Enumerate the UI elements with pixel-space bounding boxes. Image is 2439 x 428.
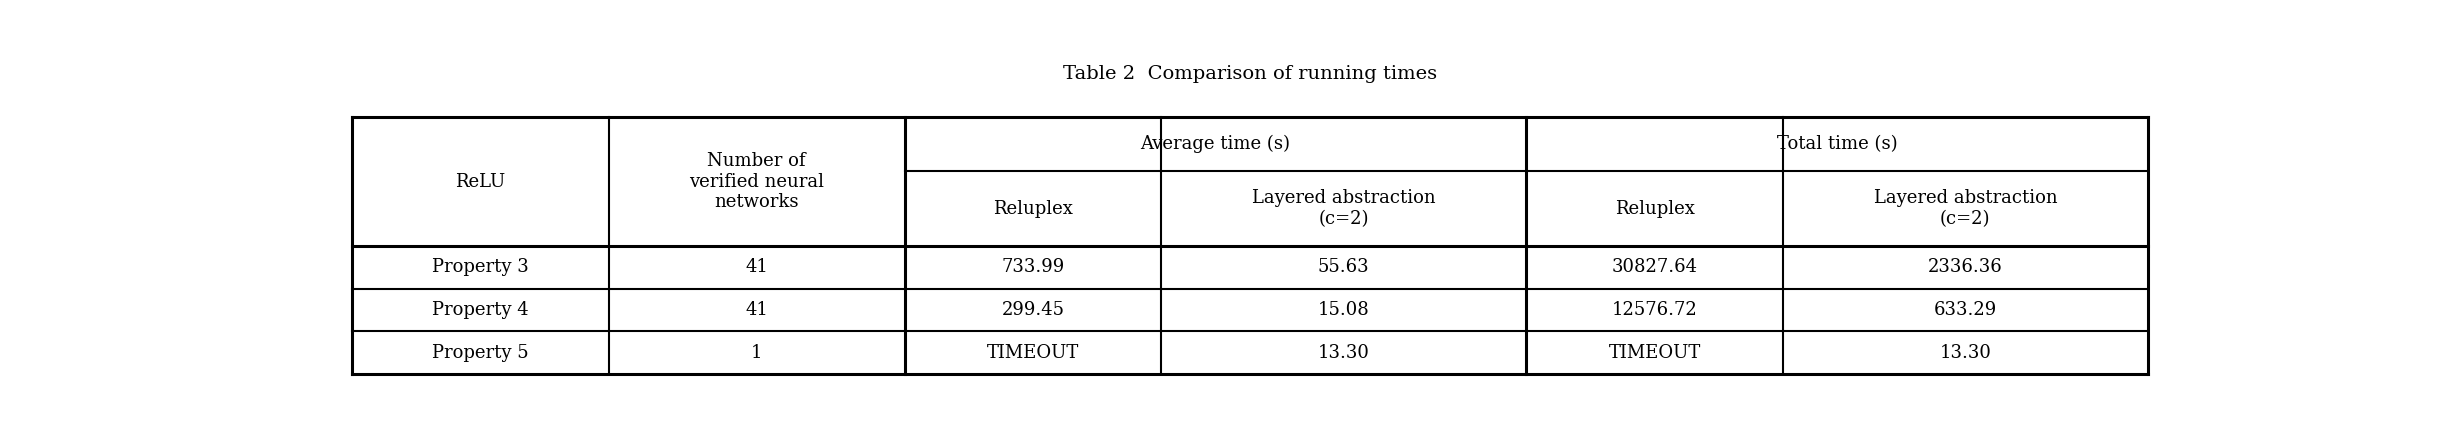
Text: Property 5: Property 5 [432, 344, 529, 362]
Text: 2336.36: 2336.36 [1927, 258, 2002, 276]
Text: TIMEOUT: TIMEOUT [988, 344, 1078, 362]
Text: 1: 1 [751, 344, 763, 362]
Text: 55.63: 55.63 [1317, 258, 1371, 276]
Text: Property 4: Property 4 [432, 301, 529, 319]
Text: 15.08: 15.08 [1317, 301, 1371, 319]
Text: Reluplex: Reluplex [1615, 199, 1695, 217]
Text: 13.30: 13.30 [1939, 344, 1990, 362]
Text: Table 2  Comparison of running times: Table 2 Comparison of running times [1063, 65, 1437, 83]
Text: Average time (s): Average time (s) [1141, 135, 1290, 153]
Text: TIMEOUT: TIMEOUT [1607, 344, 1700, 362]
Text: 41: 41 [746, 258, 768, 276]
Text: 30827.64: 30827.64 [1612, 258, 1698, 276]
Text: ReLU: ReLU [456, 172, 505, 190]
Text: Number of
verified neural
networks: Number of verified neural networks [690, 152, 824, 211]
Text: Layered abstraction
(c=2): Layered abstraction (c=2) [1251, 189, 1437, 228]
Text: Total time (s): Total time (s) [1776, 135, 1898, 153]
Text: 633.29: 633.29 [1934, 301, 1998, 319]
Text: 13.30: 13.30 [1317, 344, 1371, 362]
Text: 299.45: 299.45 [1002, 301, 1063, 319]
Text: 733.99: 733.99 [1002, 258, 1063, 276]
Text: Property 3: Property 3 [432, 258, 529, 276]
Text: Layered abstraction
(c=2): Layered abstraction (c=2) [1873, 189, 2056, 228]
Text: Reluplex: Reluplex [993, 199, 1073, 217]
Text: 12576.72: 12576.72 [1612, 301, 1698, 319]
Text: 41: 41 [746, 301, 768, 319]
